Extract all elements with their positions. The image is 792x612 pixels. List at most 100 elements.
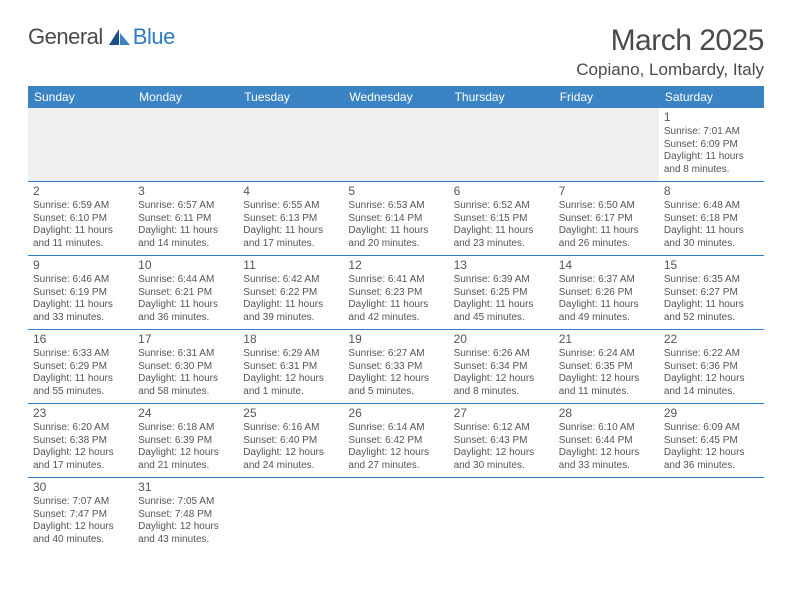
day-info-line: and 52 minutes. xyxy=(664,312,759,325)
day-info-line: Sunset: 6:39 PM xyxy=(138,435,233,448)
day-number: 31 xyxy=(138,480,233,495)
day-info-line: Sunset: 6:44 PM xyxy=(559,435,654,448)
calendar-day-cell: 17Sunrise: 6:31 AMSunset: 6:30 PMDayligh… xyxy=(133,330,238,404)
day-info-line: Sunset: 6:09 PM xyxy=(664,139,759,152)
calendar-day-cell: 9Sunrise: 6:46 AMSunset: 6:19 PMDaylight… xyxy=(28,256,133,330)
day-info-line: and 1 minute. xyxy=(243,386,338,399)
day-number: 20 xyxy=(454,332,549,347)
calendar-day-cell: 27Sunrise: 6:12 AMSunset: 6:43 PMDayligh… xyxy=(449,404,554,478)
calendar-day-cell xyxy=(133,108,238,182)
calendar-day-cell: 26Sunrise: 6:14 AMSunset: 6:42 PMDayligh… xyxy=(343,404,448,478)
day-info-line: and 33 minutes. xyxy=(33,312,128,325)
day-info-line: Sunset: 6:14 PM xyxy=(348,213,443,226)
day-info-line: Sunrise: 6:22 AM xyxy=(664,348,759,361)
day-info-line: and 17 minutes. xyxy=(243,238,338,251)
day-number: 28 xyxy=(559,406,654,421)
day-info-line: Sunset: 6:34 PM xyxy=(454,361,549,374)
logo-text-b: Blue xyxy=(133,24,175,50)
day-info-line: and 21 minutes. xyxy=(138,460,233,473)
day-number: 17 xyxy=(138,332,233,347)
day-info-line: Sunset: 7:47 PM xyxy=(33,509,128,522)
calendar-day-cell: 1Sunrise: 7:01 AMSunset: 6:09 PMDaylight… xyxy=(659,108,764,182)
day-info-line: Sunrise: 6:33 AM xyxy=(33,348,128,361)
day-info-line: Sunrise: 6:55 AM xyxy=(243,200,338,213)
weekday-header: Wednesday xyxy=(343,86,448,108)
day-number: 9 xyxy=(33,258,128,273)
calendar-day-cell: 7Sunrise: 6:50 AMSunset: 6:17 PMDaylight… xyxy=(554,182,659,256)
day-info-line: Sunset: 6:40 PM xyxy=(243,435,338,448)
day-info-line: Sunset: 6:26 PM xyxy=(559,287,654,300)
day-info-line: and 30 minutes. xyxy=(664,238,759,251)
calendar-day-cell xyxy=(343,108,448,182)
day-info-line: Daylight: 11 hours xyxy=(559,299,654,312)
day-info-line: Sunrise: 6:59 AM xyxy=(33,200,128,213)
day-number: 23 xyxy=(33,406,128,421)
calendar-week-row: 30Sunrise: 7:07 AMSunset: 7:47 PMDayligh… xyxy=(28,478,764,552)
day-info-line: Daylight: 11 hours xyxy=(664,299,759,312)
day-info-line: Daylight: 12 hours xyxy=(138,447,233,460)
day-info-line: Sunset: 6:18 PM xyxy=(664,213,759,226)
day-number: 8 xyxy=(664,184,759,199)
day-number: 15 xyxy=(664,258,759,273)
day-number: 7 xyxy=(559,184,654,199)
day-number: 19 xyxy=(348,332,443,347)
day-info-line: and 20 minutes. xyxy=(348,238,443,251)
calendar-day-cell: 25Sunrise: 6:16 AMSunset: 6:40 PMDayligh… xyxy=(238,404,343,478)
day-info-line: Daylight: 12 hours xyxy=(33,521,128,534)
day-info-line: Sunset: 6:17 PM xyxy=(559,213,654,226)
logo-text-a: General xyxy=(28,24,103,50)
calendar-day-cell: 19Sunrise: 6:27 AMSunset: 6:33 PMDayligh… xyxy=(343,330,448,404)
weekday-header: Sunday xyxy=(28,86,133,108)
calendar-day-cell: 24Sunrise: 6:18 AMSunset: 6:39 PMDayligh… xyxy=(133,404,238,478)
day-info-line: Sunrise: 6:37 AM xyxy=(559,274,654,287)
calendar-day-cell: 10Sunrise: 6:44 AMSunset: 6:21 PMDayligh… xyxy=(133,256,238,330)
calendar-day-cell xyxy=(343,478,448,552)
day-info-line: Sunset: 6:19 PM xyxy=(33,287,128,300)
day-number: 16 xyxy=(33,332,128,347)
day-info-line: Sunset: 6:29 PM xyxy=(33,361,128,374)
calendar-day-cell: 31Sunrise: 7:05 AMSunset: 7:48 PMDayligh… xyxy=(133,478,238,552)
day-info-line: and 23 minutes. xyxy=(454,238,549,251)
calendar-day-cell: 3Sunrise: 6:57 AMSunset: 6:11 PMDaylight… xyxy=(133,182,238,256)
day-info-line: Sunrise: 6:18 AM xyxy=(138,422,233,435)
day-info-line: Sunrise: 6:42 AM xyxy=(243,274,338,287)
day-info-line: Daylight: 11 hours xyxy=(33,373,128,386)
header: General Blue March 2025 Copiano, Lombard… xyxy=(28,24,764,80)
day-info-line: Sunrise: 6:14 AM xyxy=(348,422,443,435)
day-number: 21 xyxy=(559,332,654,347)
day-info-line: Daylight: 11 hours xyxy=(664,225,759,238)
day-info-line: Daylight: 12 hours xyxy=(559,373,654,386)
day-info-line: and 8 minutes. xyxy=(664,164,759,177)
calendar-day-cell: 12Sunrise: 6:41 AMSunset: 6:23 PMDayligh… xyxy=(343,256,448,330)
calendar-day-cell: 28Sunrise: 6:10 AMSunset: 6:44 PMDayligh… xyxy=(554,404,659,478)
day-number: 11 xyxy=(243,258,338,273)
day-info-line: Daylight: 12 hours xyxy=(33,447,128,460)
calendar-day-cell: 18Sunrise: 6:29 AMSunset: 6:31 PMDayligh… xyxy=(238,330,343,404)
calendar-day-cell: 2Sunrise: 6:59 AMSunset: 6:10 PMDaylight… xyxy=(28,182,133,256)
day-info-line: Daylight: 12 hours xyxy=(138,521,233,534)
day-info-line: Sunrise: 6:50 AM xyxy=(559,200,654,213)
calendar-day-cell: 29Sunrise: 6:09 AMSunset: 6:45 PMDayligh… xyxy=(659,404,764,478)
calendar-day-cell xyxy=(659,478,764,552)
day-number: 24 xyxy=(138,406,233,421)
calendar-day-cell xyxy=(238,478,343,552)
day-info-line: Daylight: 11 hours xyxy=(664,151,759,164)
day-info-line: Daylight: 11 hours xyxy=(138,299,233,312)
day-info-line: Sunrise: 6:16 AM xyxy=(243,422,338,435)
day-number: 27 xyxy=(454,406,549,421)
day-info-line: Sunrise: 6:53 AM xyxy=(348,200,443,213)
calendar-day-cell: 23Sunrise: 6:20 AMSunset: 6:38 PMDayligh… xyxy=(28,404,133,478)
calendar-day-cell: 11Sunrise: 6:42 AMSunset: 6:22 PMDayligh… xyxy=(238,256,343,330)
calendar-week-row: 23Sunrise: 6:20 AMSunset: 6:38 PMDayligh… xyxy=(28,404,764,478)
calendar-week-row: 9Sunrise: 6:46 AMSunset: 6:19 PM Daylight… xyxy=(28,256,764,330)
day-number: 10 xyxy=(138,258,233,273)
month-title: March 2025 xyxy=(576,24,764,58)
day-info-line: Daylight: 11 hours xyxy=(559,225,654,238)
day-info-line: Sunrise: 6:31 AM xyxy=(138,348,233,361)
day-info-line: Sunrise: 6:20 AM xyxy=(33,422,128,435)
day-info-line: and 43 minutes. xyxy=(138,534,233,547)
day-info-line: Sunrise: 7:07 AM xyxy=(33,496,128,509)
day-info-line: Sunrise: 6:46 AM xyxy=(33,274,128,287)
day-number: 25 xyxy=(243,406,338,421)
day-info-line: Sunset: 6:25 PM xyxy=(454,287,549,300)
